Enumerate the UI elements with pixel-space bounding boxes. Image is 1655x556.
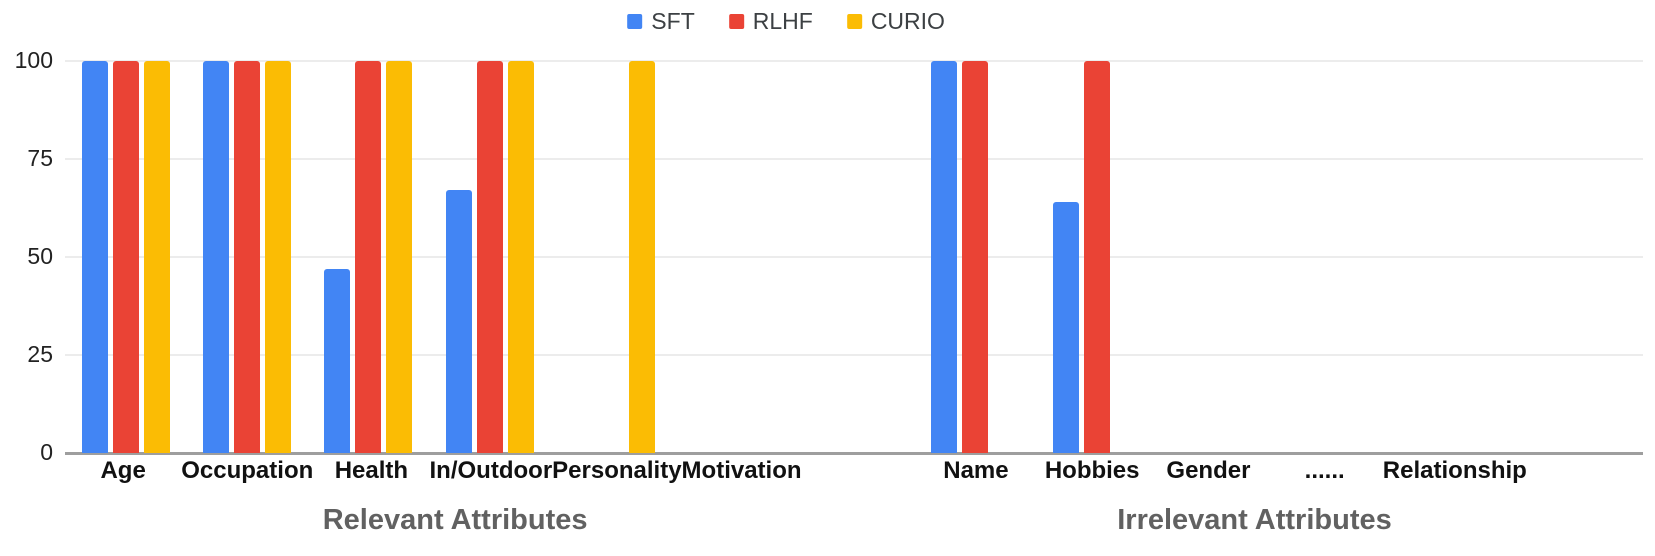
bar-group-age [65,61,186,453]
category-label: Age [100,457,146,484]
y-axis-tick-label-100: 100 [14,47,53,73]
x-axis-baseline [65,452,1643,455]
category-label: In/Outdoor [429,457,553,484]
bar-curio-personality [629,61,656,453]
gridline-100 [65,60,1643,62]
y-axis-tick-label-75: 75 [27,145,53,171]
bar-curio-in-outdoor [507,61,534,453]
bar-group-health [308,61,429,453]
bar-group-hobbies [1036,61,1157,453]
bar-sft-age [81,61,108,453]
bar-group-gender [1158,61,1279,453]
legend-item-rlhf: RLHF [728,8,813,35]
empty-axis-label [802,457,918,485]
empty-slot [793,61,914,453]
bar-sft-in-outdoor [445,190,472,453]
empty-axis-label [1527,457,1643,485]
bar-rlhf-age [112,61,139,453]
empty-slot [1522,61,1643,453]
category-label: Personality [552,457,682,484]
bar-rlhf-hobbies [1083,61,1110,453]
legend-label: RLHF [752,8,813,34]
category-label: Motivation [681,457,802,484]
plot-area [65,60,1643,455]
bar-sft-health [324,268,351,453]
bar-group-relationship [1400,61,1521,453]
bar-rlhf-in-outdoor [476,61,503,453]
category-label: Hobbies [1044,457,1140,484]
bar-group-name [915,61,1036,453]
bar-rlhf-health [355,61,382,453]
legend-label: CURIO [870,8,945,34]
legend-swatch-icon [627,14,643,29]
gridline-50 [65,256,1643,258]
bar-slots [65,61,1643,453]
bar-sft-occupation [203,61,230,453]
category-label: Health [334,457,409,484]
bar-group-in-outdoor [429,61,550,453]
y-axis-tick-label-25: 25 [27,341,53,367]
gridline-25 [65,354,1643,356]
group-label-relevant-attributes: Relevant Attributes [322,504,588,536]
category-label: ...... [1304,457,1345,484]
y-axis-tick-label-50: 50 [27,243,53,269]
bar-rlhf-occupation [234,61,261,453]
gridline-75 [65,158,1643,160]
group-label-irrelevant-attributes: Irrelevant Attributes [1117,504,1392,536]
bar-curio-health [386,61,413,453]
bar-sft-name [931,61,958,453]
bar-sft-hobbies [1052,202,1079,453]
legend-item-curio: CURIO [846,8,945,35]
bar-group-- [1279,61,1400,453]
legend-label: SFT [651,8,695,34]
bar-curio-occupation [265,61,292,453]
bar-curio-age [143,61,170,453]
category-label: Occupation [181,457,314,484]
category-label: Gender [1166,457,1251,484]
legend-swatch-icon [728,14,744,29]
chart-legend: SFT RLHF CURIO [627,8,945,35]
bar-group-motivation [672,61,793,453]
category-label: Relationship [1382,457,1527,484]
legend-item-sft: SFT [627,8,695,35]
bar-group-occupation [186,61,307,453]
y-axis-tick-label-0: 0 [40,439,53,465]
bar-rlhf-name [962,61,989,453]
category-label: Name [943,457,1009,484]
legend-swatch-icon [846,14,862,29]
category-axis-labels: Age Occupation Health In/Outdoor Personality… [65,457,1643,485]
bar-group-personality [551,61,672,453]
